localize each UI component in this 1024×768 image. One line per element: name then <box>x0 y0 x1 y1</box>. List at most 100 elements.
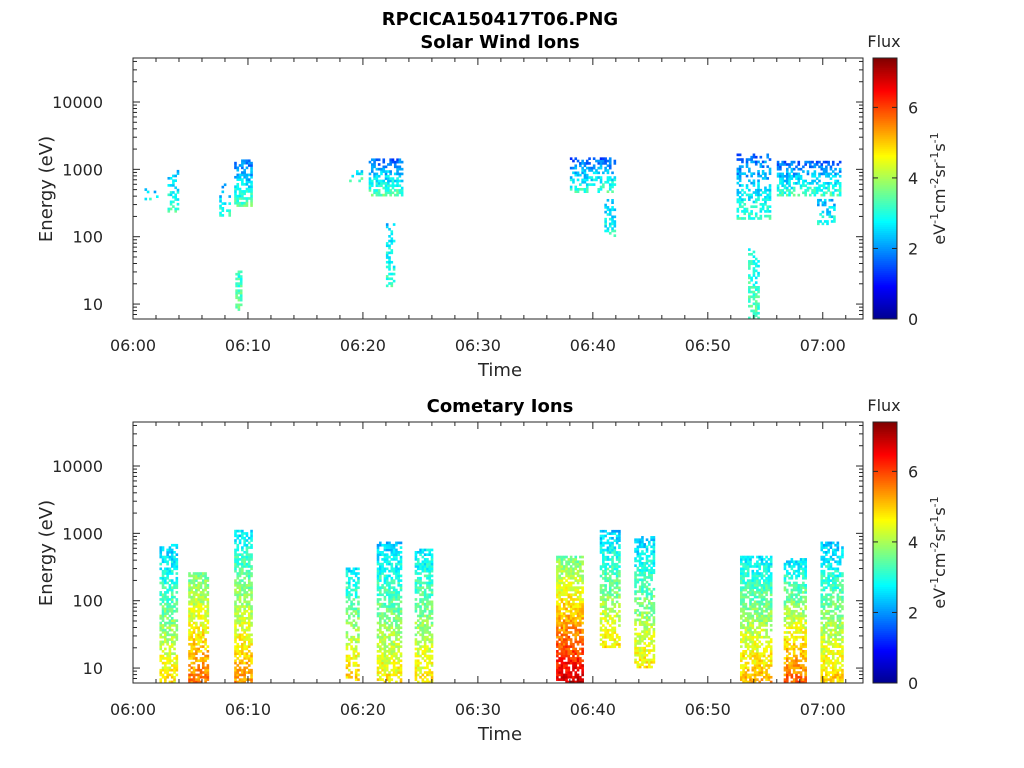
heatmap-cell <box>739 626 743 630</box>
heatmap-cell <box>567 680 571 684</box>
heatmap-cell <box>414 605 418 608</box>
heatmap-cell <box>811 179 814 183</box>
heatmap-cell <box>419 645 422 648</box>
heatmap-cell <box>756 635 759 639</box>
heatmap-cell <box>821 203 825 207</box>
heatmap-cell <box>648 564 651 567</box>
heatmap-cell <box>161 657 165 660</box>
heatmap-cell <box>611 215 614 219</box>
heatmap-cell <box>376 543 380 547</box>
heatmap-cell <box>164 581 167 585</box>
heatmap-cell <box>743 210 747 213</box>
heatmap-cell <box>234 581 237 585</box>
heatmap-cell <box>383 680 387 684</box>
heatmap-cell <box>788 179 791 183</box>
heatmap-cell <box>391 160 395 164</box>
heatmap-cell <box>170 562 174 566</box>
heatmap-cell <box>357 673 360 677</box>
heatmap-cell <box>173 567 176 571</box>
heatmap-cell <box>159 628 163 632</box>
heatmap-cell <box>388 263 391 266</box>
heatmap-cell <box>739 607 743 611</box>
heatmap-cell <box>388 626 391 630</box>
heatmap-cell <box>830 215 834 219</box>
heatmap-cell <box>558 614 561 618</box>
heatmap-cell <box>159 659 163 663</box>
heatmap-cell <box>562 633 566 637</box>
heatmap-cell <box>756 626 759 630</box>
heatmap-cell <box>245 178 249 181</box>
heatmap-cell <box>197 612 200 615</box>
heatmap-cell <box>572 574 575 578</box>
heatmap-cell <box>166 567 169 571</box>
heatmap-cell <box>238 638 242 641</box>
y-tick-label: 10 <box>83 295 103 314</box>
heatmap-cell <box>595 178 598 182</box>
heatmap-cell <box>650 609 653 612</box>
heatmap-cell <box>831 184 835 188</box>
heatmap-cell <box>250 624 253 627</box>
heatmap-cell <box>638 585 642 589</box>
heatmap-cell <box>581 180 584 184</box>
heatmap-cell <box>754 188 758 192</box>
heatmap-cell <box>357 595 360 599</box>
colorbar-segment <box>873 296 897 300</box>
heatmap-cell <box>572 668 575 672</box>
heatmap-cell <box>572 593 575 597</box>
heatmap-cell <box>760 642 764 646</box>
heatmap-cell <box>164 647 167 651</box>
heatmap-cell <box>746 560 750 564</box>
heatmap-cell <box>236 201 240 205</box>
heatmap-cell <box>170 553 174 556</box>
heatmap-cell <box>234 600 237 604</box>
heatmap-cell <box>392 650 396 653</box>
heatmap-cell <box>168 638 172 641</box>
heatmap-cell <box>414 673 418 677</box>
heatmap-cell <box>806 172 810 176</box>
heatmap-cell <box>751 640 755 644</box>
heatmap-cell <box>391 158 395 162</box>
heatmap-cell <box>815 186 819 190</box>
heatmap-cell <box>388 609 391 613</box>
heatmap-cell <box>238 583 242 587</box>
heatmap-cell <box>164 624 167 627</box>
heatmap-cell <box>581 652 584 656</box>
heatmap-cell <box>419 661 422 665</box>
heatmap-cell <box>556 626 559 630</box>
heatmap-cell <box>238 529 242 533</box>
heatmap-cell <box>204 616 207 620</box>
heatmap-cell <box>354 621 358 625</box>
heatmap-cell <box>811 174 814 178</box>
heatmap-cell <box>757 184 760 187</box>
heatmap-cell <box>399 546 403 549</box>
heatmap-cell <box>166 602 169 606</box>
heatmap-cell <box>767 576 771 580</box>
heatmap-cell <box>159 567 163 571</box>
heatmap-cell <box>766 210 770 213</box>
heatmap-cell <box>236 183 240 186</box>
heatmap-cell <box>382 158 386 162</box>
heatmap-cell <box>761 170 765 173</box>
heatmap-cell <box>250 661 253 665</box>
heatmap-cell <box>783 184 787 188</box>
heatmap-cell <box>645 653 649 657</box>
heatmap-cell <box>395 591 398 594</box>
heatmap-cell <box>781 182 784 185</box>
heatmap-cell <box>783 647 787 651</box>
colorbar-segment <box>873 120 897 123</box>
heatmap-cell <box>556 614 559 618</box>
heatmap-cell <box>606 593 610 597</box>
colorbar-segment <box>873 286 897 290</box>
heatmap-cell <box>572 612 575 615</box>
heatmap-cell <box>192 640 196 644</box>
heatmap-cell <box>757 302 760 306</box>
heatmap-cell <box>652 559 656 563</box>
heatmap-cell <box>645 665 649 669</box>
heatmap-cell <box>419 612 422 615</box>
colorbar-segment <box>873 266 897 270</box>
heatmap-cell <box>199 671 203 674</box>
heatmap-cell <box>750 217 753 220</box>
heatmap-cell <box>758 567 761 571</box>
colorbar-segment <box>873 298 897 302</box>
heatmap-cell <box>243 593 246 597</box>
